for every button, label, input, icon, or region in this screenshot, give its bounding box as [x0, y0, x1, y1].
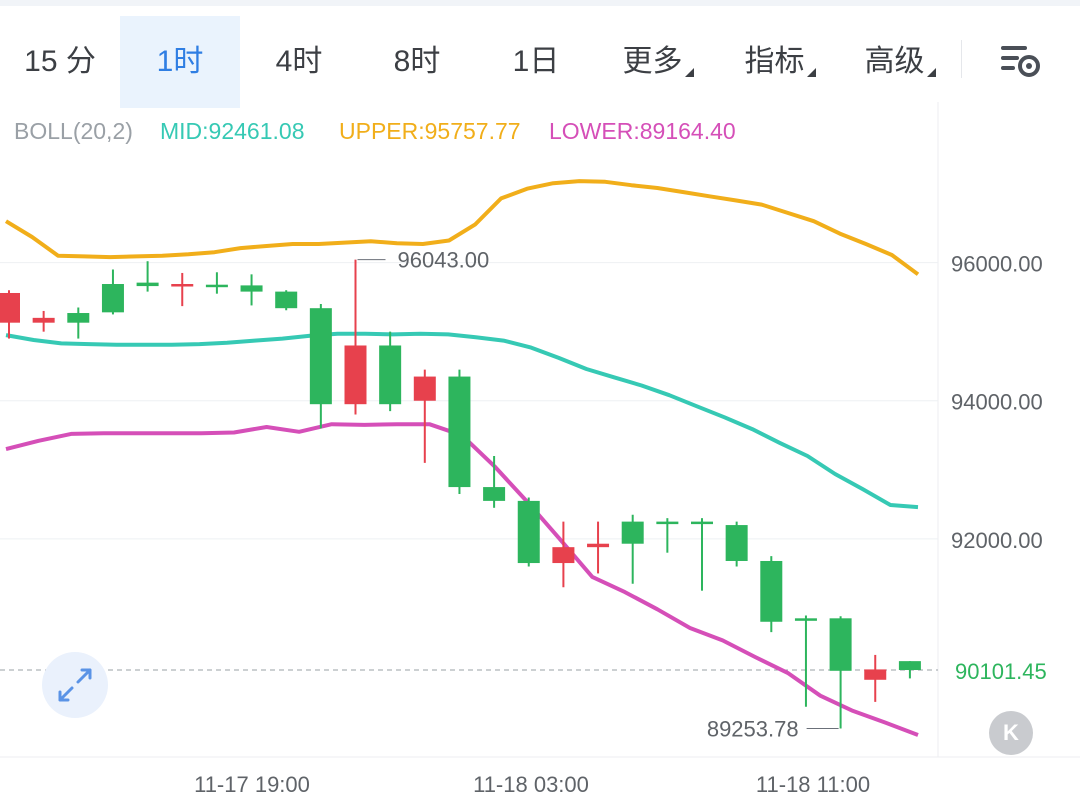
- dropdown-caret-icon: [926, 68, 936, 77]
- tab-advanced[interactable]: 高级: [848, 16, 952, 108]
- candle-body: [0, 292, 20, 323]
- candle-body: [240, 285, 263, 292]
- candle-body: [760, 560, 783, 622]
- current-price-label: 90101.45: [955, 659, 1047, 684]
- x-tick-label: 11-18 03:00: [473, 772, 589, 797]
- candle-body: [448, 376, 471, 488]
- candle-body: [205, 284, 228, 288]
- x-tick-label: 11-18 11:00: [756, 772, 870, 797]
- candle-body: [379, 345, 402, 405]
- candle-body: [794, 618, 817, 621]
- candle-body: [67, 313, 90, 323]
- candle-body: [171, 284, 194, 287]
- chart-settings-icon[interactable]: [993, 40, 1045, 80]
- candle-body: [344, 345, 367, 405]
- tab-15m[interactable]: 15 分: [24, 45, 96, 78]
- k-logo-icon[interactable]: K: [989, 711, 1033, 755]
- candle-body: [483, 487, 506, 501]
- toolbar-divider: [961, 40, 962, 78]
- candle-body: [32, 317, 55, 323]
- candle-body: [309, 308, 332, 405]
- boll-mid-label: MID:92461.08: [160, 118, 304, 144]
- band-mid-line: [5, 331, 919, 510]
- x-tick-label: 11-17 19:00: [194, 772, 310, 797]
- candle-body: [691, 521, 713, 525]
- tab-1h[interactable]: 1时: [120, 16, 240, 108]
- tab-1d[interactable]: 1日: [512, 45, 560, 78]
- expand-button[interactable]: [42, 652, 108, 718]
- band-upper-line: [4, 179, 920, 276]
- candle-body: [898, 661, 921, 671]
- candle-body: [101, 284, 124, 313]
- candle-body: [552, 547, 575, 564]
- candle-body: [829, 618, 852, 671]
- tab-more[interactable]: 更多: [606, 16, 710, 108]
- candle-body: [621, 521, 644, 544]
- boll-name: BOLL(20,2): [14, 118, 133, 144]
- candle-body: [656, 521, 679, 525]
- dropdown-caret-icon: [684, 68, 694, 77]
- chart-canvas: BOLL(20,2) MID:92461.08 UPPER:95757.77 L…: [0, 102, 1080, 797]
- candlestick-chart[interactable]: BOLL(20,2) MID:92461.08 UPPER:95757.77 L…: [0, 102, 1080, 812]
- high-marker-label: 96043.00: [398, 248, 490, 273]
- candle-body: [413, 376, 436, 401]
- boll-upper-label: UPPER:95757.77: [339, 118, 521, 144]
- low-marker-label: 89253.78: [707, 717, 799, 742]
- tab-8h[interactable]: 8时: [393, 45, 441, 78]
- y-tick-label: 92000.00: [951, 528, 1043, 553]
- tab-indicators[interactable]: 指标: [728, 16, 832, 108]
- candle-body: [275, 291, 298, 309]
- y-tick-label: 96000.00: [951, 252, 1043, 277]
- candle-body: [517, 500, 540, 564]
- boll-lower-label: LOWER:89164.40: [549, 118, 736, 144]
- dropdown-caret-icon: [806, 68, 816, 77]
- tab-4h[interactable]: 4时: [275, 45, 323, 78]
- candle-body: [136, 282, 159, 287]
- candle-body: [864, 669, 887, 680]
- candle-body: [587, 543, 610, 548]
- timeframe-toolbar: 15 分 1时 4时 8时 1日 更多 指标 高级: [0, 0, 1080, 108]
- expand-arrows-icon: [58, 668, 92, 702]
- candle-body: [725, 525, 748, 561]
- y-tick-label: 94000.00: [951, 390, 1043, 415]
